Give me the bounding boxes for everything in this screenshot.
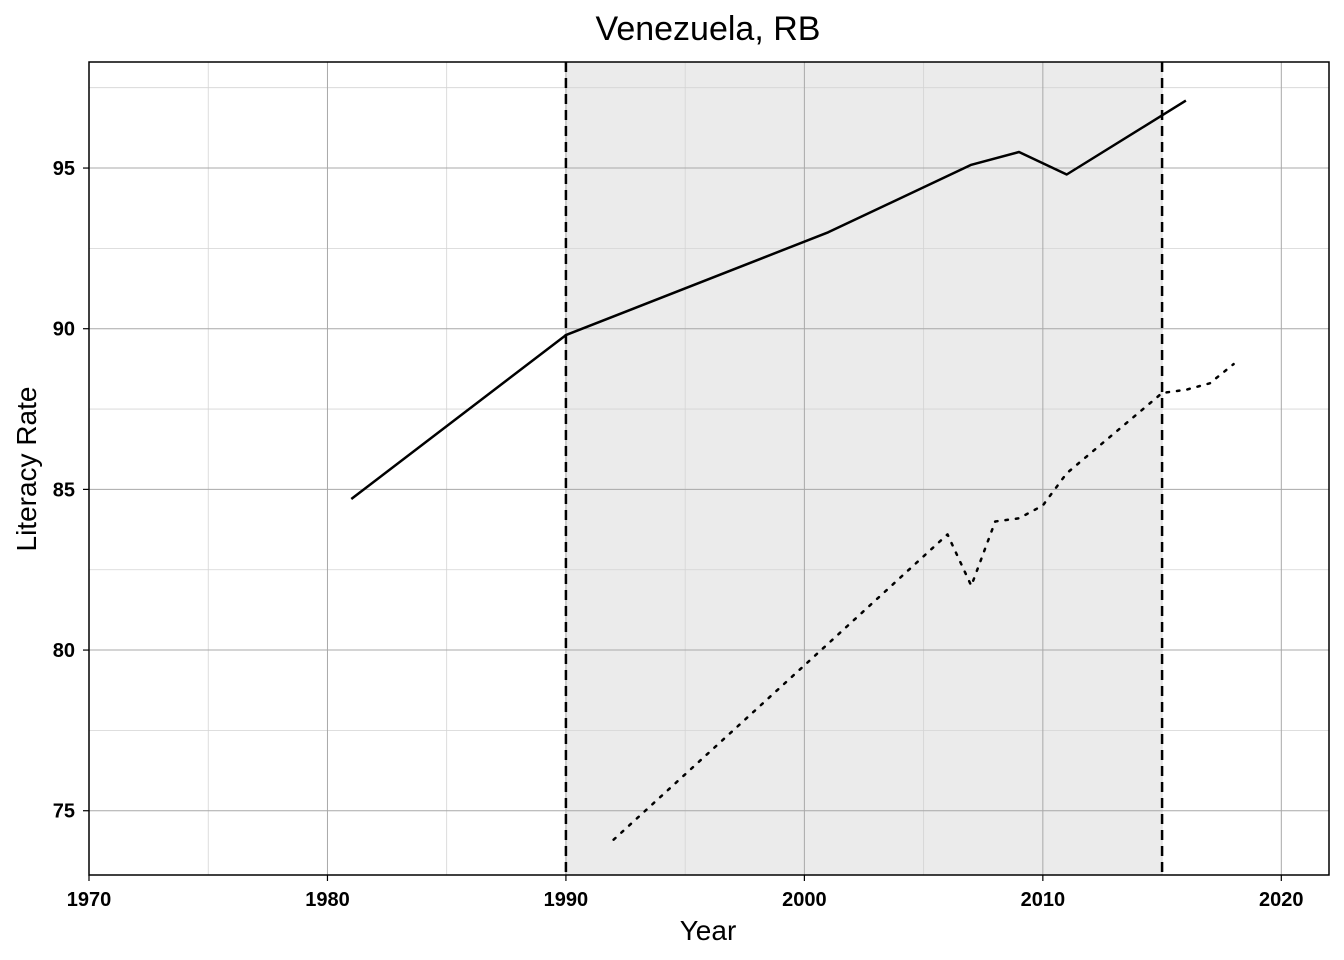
y-axis-title: Literacy Rate [11,387,42,552]
x-tick-label: 2020 [1259,889,1304,911]
shaded-region [565,62,1163,875]
x-tick-label: 1990 [544,889,589,911]
reference-lines [564,62,1164,875]
y-tick-label: 85 [53,479,75,501]
series-line-1 [350,99,1187,500]
x-tick-label: 1980 [305,889,350,911]
chart-title: Venezuela, RB [596,10,821,48]
shaded-region-layer [565,62,1163,875]
series-line-2 [612,362,1235,841]
series-layer [350,99,1235,841]
y-tick-label: 75 [53,801,75,823]
x-axis-title: Year [680,915,737,946]
y-tick-label: 95 [53,158,75,180]
y-tick-label: 80 [53,640,75,662]
tick-layer: 1970 1980 1990 2000 2010 2020 75 80 85 90 95 [53,158,1304,911]
y-tick-label: 90 [53,319,75,341]
x-tick-label: 1970 [67,889,112,911]
x-tick-label: 2010 [1021,889,1066,911]
plot-panel-border [88,61,1330,876]
x-tick-label: 2000 [782,889,827,911]
